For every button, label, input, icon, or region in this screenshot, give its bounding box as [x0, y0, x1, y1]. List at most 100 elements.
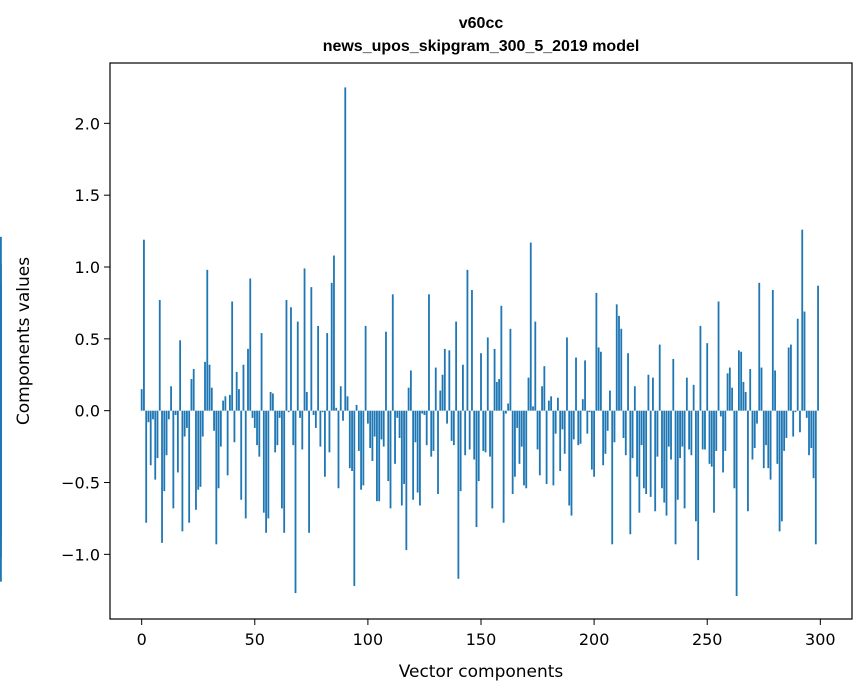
bar [586, 410, 589, 434]
y-tick-label: −1.0 [61, 545, 100, 564]
bar [450, 410, 453, 441]
bar [373, 410, 376, 437]
bar [210, 387, 213, 411]
bar [276, 410, 279, 446]
bar [190, 379, 193, 411]
bar [514, 410, 516, 477]
bar [403, 410, 405, 484]
bar [692, 384, 695, 411]
x-tick-label: 250 [692, 630, 723, 649]
bar [398, 410, 401, 438]
bar [581, 399, 584, 411]
bar [158, 300, 161, 411]
bar [747, 410, 749, 512]
bar [299, 410, 301, 418]
bar [486, 337, 489, 411]
bar [681, 410, 684, 447]
bar [615, 304, 618, 411]
bar [208, 364, 211, 411]
bar [294, 410, 297, 594]
bar [274, 410, 277, 453]
bar [0, 383, 2, 411]
bar [446, 410, 448, 424]
bar [366, 410, 369, 424]
bar [710, 410, 713, 467]
bar [0, 410, 2, 453]
bar [622, 410, 625, 438]
bar [652, 377, 654, 411]
bar [265, 410, 267, 533]
bar [179, 340, 182, 411]
bar [561, 410, 564, 430]
bar [609, 390, 611, 411]
bar [728, 367, 731, 411]
bar [495, 381, 498, 411]
bar [140, 389, 143, 411]
bar [785, 410, 788, 438]
bar [407, 387, 410, 411]
x-tick-label: 50 [245, 630, 265, 649]
bar [656, 410, 659, 457]
bar [292, 410, 295, 446]
bar [801, 229, 804, 411]
bar [602, 410, 605, 466]
bar [473, 410, 476, 460]
bar [188, 410, 191, 523]
bar [500, 305, 503, 411]
y-tick-label: −0.5 [61, 474, 100, 493]
bar [570, 410, 573, 516]
bar [405, 410, 408, 551]
bar [452, 410, 455, 446]
bar [640, 410, 643, 446]
bar [636, 410, 638, 477]
bar [206, 269, 209, 411]
bar [751, 410, 754, 460]
bar [566, 337, 568, 411]
bar [778, 410, 781, 532]
y-axis-label: Components values [14, 257, 34, 425]
y-tick-label: 2.0 [75, 114, 100, 133]
bar [371, 410, 374, 461]
y-tick-label: 0.0 [75, 402, 100, 421]
bar [0, 236, 2, 411]
bar [249, 278, 252, 411]
y-tick-label: 1.5 [75, 186, 100, 205]
bar [337, 410, 340, 489]
bar [296, 321, 299, 411]
bar [799, 410, 801, 433]
bar [683, 410, 686, 509]
bar [575, 357, 577, 411]
x-tick-label: 0 [137, 630, 147, 649]
bar [735, 410, 738, 597]
bar [471, 290, 473, 411]
bar [649, 410, 652, 497]
chart-title: v60cc [459, 15, 504, 32]
bar [604, 410, 607, 454]
bar [477, 410, 480, 482]
x-tick-label: 200 [579, 630, 610, 649]
bar [774, 370, 776, 411]
bar [760, 367, 763, 411]
bar [792, 410, 795, 437]
bar [242, 364, 245, 411]
bar [550, 396, 553, 411]
bar [235, 371, 238, 411]
bar [577, 410, 580, 446]
bar [314, 410, 317, 428]
bar [593, 410, 596, 477]
bar [547, 400, 550, 411]
bar [606, 410, 609, 431]
bar [226, 410, 229, 476]
bar [217, 410, 220, 489]
bar [620, 328, 623, 411]
bar [330, 282, 333, 411]
bar [215, 410, 218, 545]
bar [378, 410, 381, 502]
bar [455, 321, 458, 411]
bar [244, 410, 247, 519]
bar [382, 410, 385, 447]
bar [224, 396, 227, 411]
bar [674, 410, 677, 545]
